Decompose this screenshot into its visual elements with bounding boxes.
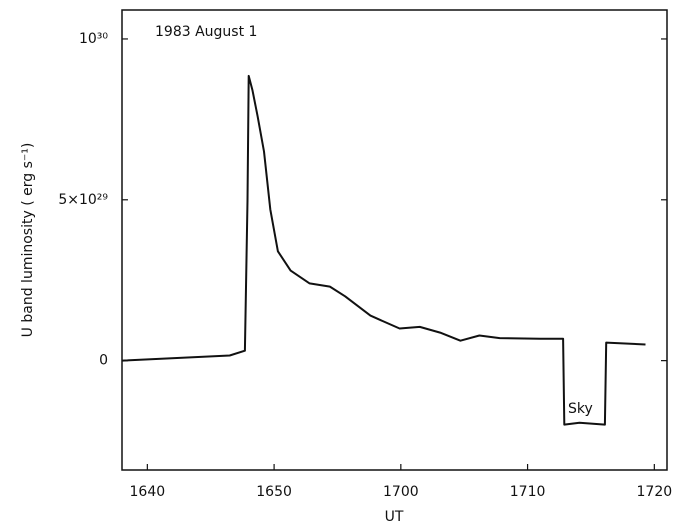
y-axis-label: U band luminosity ( erg s⁻¹)	[20, 143, 36, 338]
data-line	[121, 74, 646, 426]
x-tick-label: 1700	[383, 484, 419, 500]
y-tick-label: 10³⁰	[79, 31, 108, 47]
x-tick-label: 1720	[637, 484, 673, 500]
plot-frame	[121, 9, 668, 471]
x-tick-label: 1710	[510, 484, 546, 500]
x-tick-label: 1650	[256, 484, 292, 500]
x-tick-label: 1640	[130, 484, 166, 500]
y-tick-label: 0	[99, 353, 108, 369]
x-axis-label: UT	[385, 509, 404, 525]
y-tick-label: 5×10²⁹	[58, 192, 108, 208]
annotation: Sky	[568, 401, 593, 417]
annotation: 1983 August 1	[155, 24, 257, 40]
